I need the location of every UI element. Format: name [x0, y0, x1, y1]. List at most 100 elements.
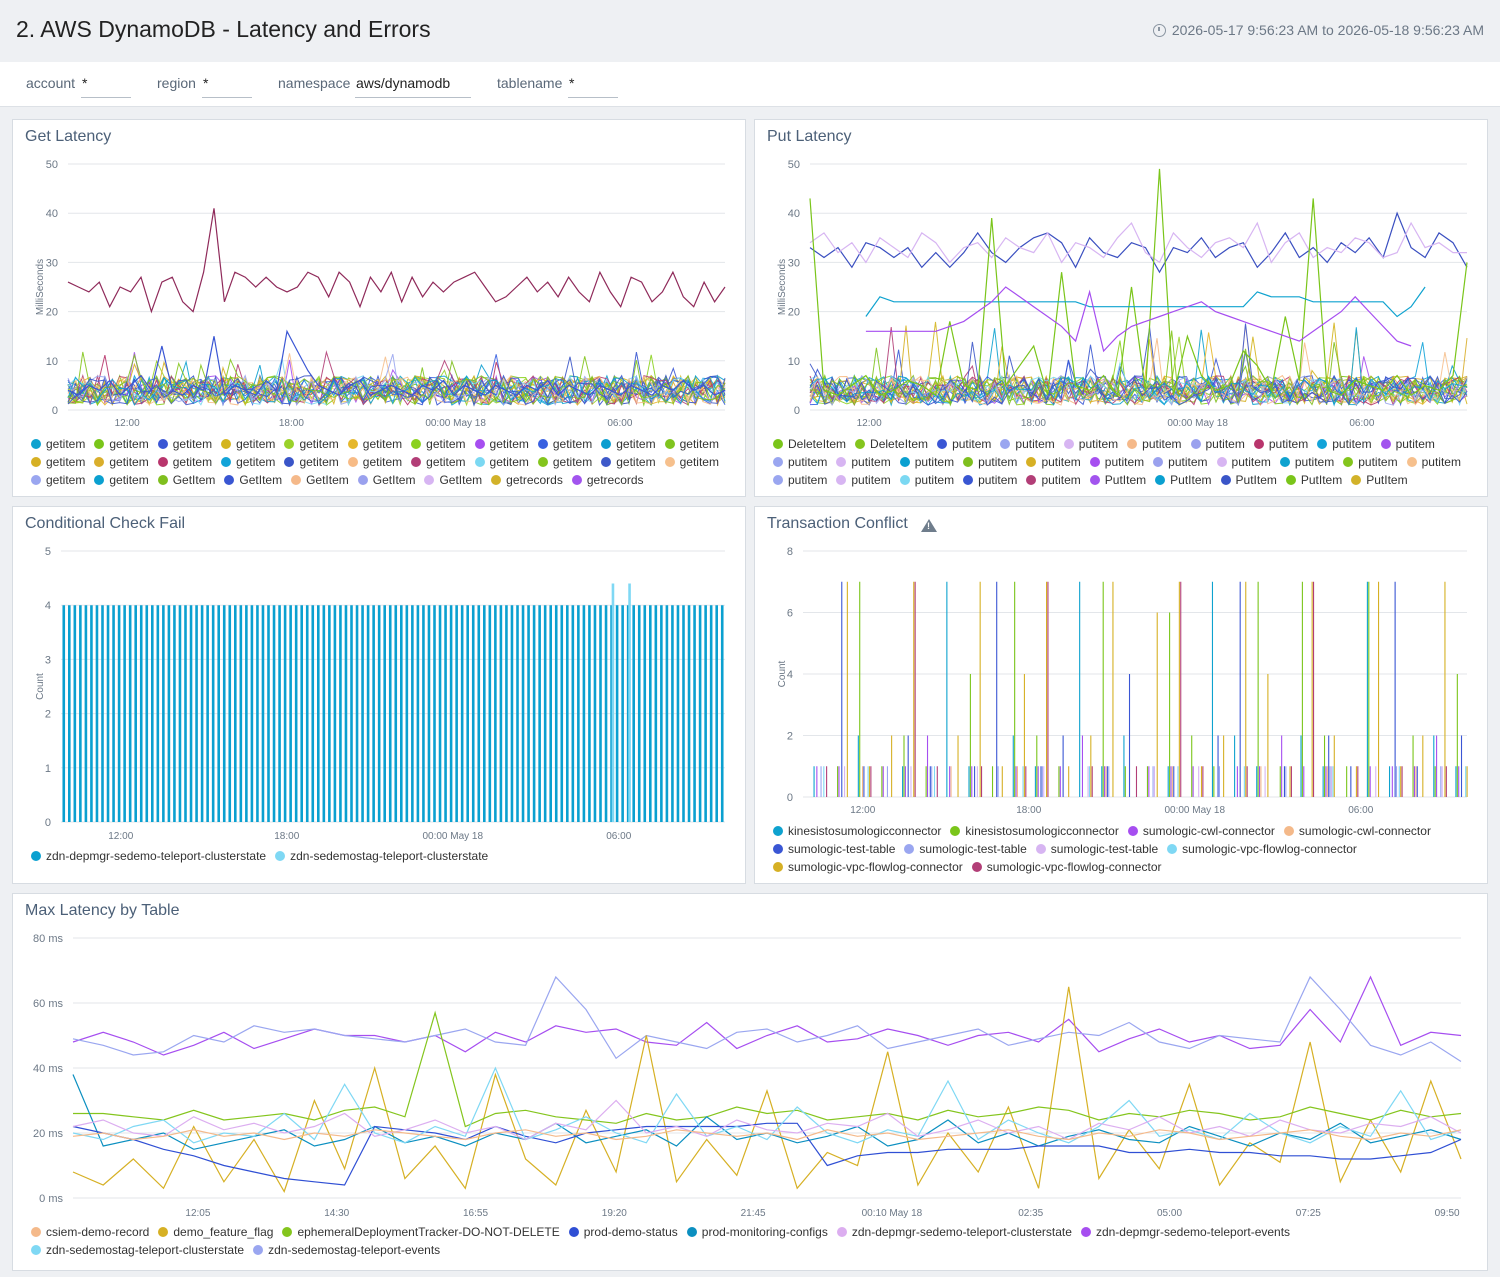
legend-item[interactable]: getitem [94, 471, 149, 487]
legend-item[interactable]: ephemeralDeploymentTracker-DO-NOT-DELETE [282, 1223, 560, 1241]
legend-item[interactable]: kinesistosumologicconnector [773, 822, 941, 840]
legend-item[interactable]: putitem [773, 453, 827, 471]
legend-item[interactable]: putitem [963, 453, 1017, 471]
legend-item[interactable]: GetItem [424, 471, 482, 487]
legend-item[interactable]: zdn-depmgr-sedemo-teleport-clusterstate [31, 847, 266, 865]
legend-item[interactable]: putitem [1026, 471, 1081, 487]
legend-item[interactable]: getitem [537, 435, 592, 453]
legend-item[interactable]: getitem [537, 453, 592, 471]
legend-item[interactable]: prod-monitoring-configs [686, 1223, 828, 1241]
legend-item[interactable]: getitem [31, 435, 85, 453]
legend-item[interactable]: demo_feature_flag [158, 1223, 273, 1241]
legend-item[interactable]: GetItem [157, 471, 215, 487]
panel-put-latency[interactable]: Put Latency 0 10 20 30 40 50 12:00 18:00 00:00 M… [754, 119, 1488, 497]
legend-item[interactable]: putitem [1026, 453, 1081, 471]
clock-icon [1152, 23, 1166, 37]
legend-item[interactable]: zdn-depmgr-sedemo-teleport-events [1080, 1223, 1290, 1241]
legend-item[interactable]: putitem [773, 471, 827, 487]
legend-item[interactable]: getitem [221, 435, 275, 453]
legend-item[interactable]: sumologic-vpc-flowlog-connector [1167, 840, 1357, 858]
legend-item[interactable]: sumologic-cwl-connector [1283, 822, 1431, 840]
legend-item[interactable]: DeleteItem [855, 435, 928, 453]
legend-item[interactable]: getitem [411, 453, 466, 471]
legend-item[interactable]: getitem [601, 435, 656, 453]
legend-swatch [1127, 826, 1138, 836]
legend-item[interactable]: putitem [1380, 435, 1435, 453]
filter-account-value[interactable]: * [81, 75, 131, 98]
legend-item[interactable]: putitem [963, 471, 1017, 487]
legend-item[interactable]: putitem [1253, 435, 1308, 453]
legend-item[interactable]: getitem [94, 453, 149, 471]
panel-max-latency-by-table[interactable]: Max Latency by Table 0 ms 20 ms 40 ms 60 ms… [12, 893, 1488, 1271]
time-range-picker[interactable]: 2026-05-17 9:56:23 AM to 2026-05-18 9:56… [1152, 22, 1484, 38]
legend-item[interactable]: GetItem [357, 471, 415, 487]
legend-item[interactable]: PutItem [1285, 471, 1342, 487]
legend-item[interactable]: putitem [899, 453, 954, 471]
legend-item[interactable]: putitem [1216, 453, 1271, 471]
filter-namespace-value[interactable]: aws/dynamodb [355, 75, 471, 98]
legend-item[interactable]: putitem [899, 471, 954, 487]
legend-item[interactable]: getitem [31, 453, 85, 471]
legend-item[interactable]: getitem [601, 453, 656, 471]
filter-account[interactable]: account * [26, 75, 131, 98]
legend-item[interactable]: sumologic-test-table [904, 840, 1027, 858]
legend-item[interactable]: getitem [221, 453, 275, 471]
legend-item[interactable]: getitem [94, 435, 149, 453]
legend-item[interactable]: GetItem [224, 471, 282, 487]
legend-item[interactable]: getitem [157, 435, 212, 453]
filter-tablename[interactable]: tablename * [497, 75, 618, 98]
legend-item[interactable]: putitem [1406, 453, 1461, 471]
legend-item[interactable]: getrecords [571, 471, 644, 487]
legend-item[interactable]: putitem [937, 435, 991, 453]
legend-item[interactable]: prod-demo-status [568, 1223, 678, 1241]
legend-item[interactable]: DeleteItem [773, 435, 846, 453]
legend-item[interactable]: sumologic-test-table [1035, 840, 1158, 858]
legend-item[interactable]: getitem [284, 453, 339, 471]
legend-item[interactable]: getitem [31, 471, 85, 487]
legend-item[interactable]: getitem [411, 435, 466, 453]
legend-item[interactable]: getitem [284, 435, 339, 453]
legend-item[interactable]: putitem [1343, 453, 1398, 471]
legend-item[interactable]: getitem [664, 453, 719, 471]
legend-item[interactable]: csiem-demo-record [31, 1223, 149, 1241]
legend-item[interactable]: PutItem [1155, 471, 1212, 487]
legend-item[interactable]: sumologic-test-table [773, 840, 895, 858]
legend-item[interactable]: sumologic-vpc-flowlog-connector [971, 858, 1162, 874]
legend-item[interactable]: PutItem [1220, 471, 1277, 487]
filter-tablename-value[interactable]: * [568, 75, 618, 98]
legend-item[interactable]: zdn-sedemostag-teleport-events [253, 1241, 440, 1259]
legend-item[interactable]: getitem [664, 435, 719, 453]
legend-item[interactable]: putitem [1127, 435, 1182, 453]
legend-item[interactable]: putitem [836, 471, 891, 487]
panel-get-latency[interactable]: Get Latency 0 10 20 30 40 50 12:00 18:00 00:00 M… [12, 119, 746, 497]
legend-item[interactable]: getitem [347, 435, 402, 453]
filter-namespace[interactable]: namespace aws/dynamodb [278, 75, 471, 98]
legend-item[interactable]: zdn-sedemostag-teleport-clusterstate [31, 1241, 244, 1259]
legend-item[interactable]: putitem [1153, 453, 1208, 471]
legend-item[interactable]: kinesistosumologicconnector [950, 822, 1119, 840]
legend-item[interactable]: putitem [1190, 435, 1245, 453]
filter-region-value[interactable]: * [202, 75, 252, 98]
legend-item[interactable]: sumologic-vpc-flowlog-connector [773, 858, 963, 874]
legend-item[interactable]: GetItem [291, 471, 349, 487]
warning-icon[interactable] [921, 519, 937, 532]
legend-item[interactable]: zdn-depmgr-sedemo-teleport-clusterstate [836, 1223, 1072, 1241]
filter-region[interactable]: region * [157, 75, 252, 98]
legend-item[interactable]: putitem [1063, 435, 1118, 453]
legend-item[interactable]: PutItem [1089, 471, 1146, 487]
legend-item[interactable]: getitem [474, 453, 529, 471]
legend-item[interactable]: putitem [1279, 453, 1334, 471]
legend-item[interactable]: zdn-sedemostag-teleport-clusterstate [275, 847, 488, 865]
legend-item[interactable]: getitem [347, 453, 402, 471]
legend-item[interactable]: getitem [157, 453, 212, 471]
legend-item[interactable]: getrecords [491, 471, 563, 487]
panel-conditional-check-fail[interactable]: Conditional Check Fail 0 1 2 3 4 5 12:00 18:00 0… [12, 506, 746, 884]
legend-item[interactable]: getitem [474, 435, 529, 453]
legend-item[interactable]: PutItem [1351, 471, 1408, 487]
legend-item[interactable]: putitem [836, 453, 891, 471]
legend-item[interactable]: putitem [1089, 453, 1144, 471]
panel-transaction-conflict[interactable]: Transaction Conflict 0 2 4 6 8 12:00 18:00 00:0… [754, 506, 1488, 884]
legend-item[interactable]: putitem [1317, 435, 1372, 453]
legend-item[interactable]: putitem [1000, 435, 1055, 453]
legend-item[interactable]: sumologic-cwl-connector [1127, 822, 1275, 840]
